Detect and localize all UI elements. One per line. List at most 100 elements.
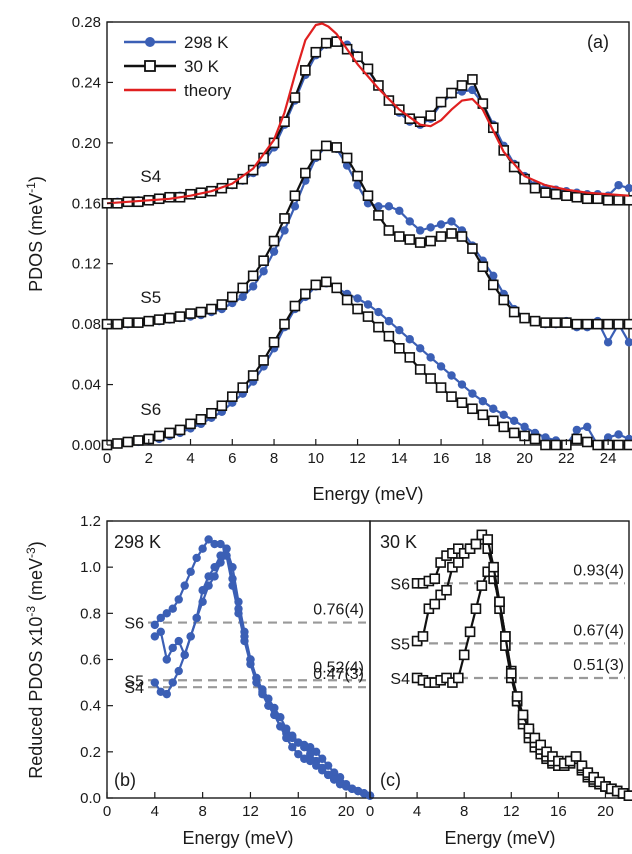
panel-b-s6-point: [329, 775, 339, 784]
panel-b-s6-point: [270, 710, 279, 720]
panel-a-s6-30-k-point: [383, 330, 395, 342]
panel-a-s6-30-k-point: [456, 397, 468, 409]
panel-a-s6-30-k-point: [581, 436, 593, 448]
panel-b-s5-point: [210, 562, 219, 572]
panel-a-s6-298-k-point: [353, 294, 362, 303]
panel-b-s6-point: [192, 553, 201, 563]
panel-a-s5-30-k-point: [112, 318, 123, 330]
panel-a-s5-30-k-point: [237, 282, 249, 294]
panel-a-ytick-label: 0.20: [72, 135, 101, 152]
panel-b-ytick-label: 1.0: [80, 559, 101, 576]
panel-a-s4-30-k-point: [540, 187, 551, 199]
panel-a-s6-298-k-point: [478, 396, 488, 406]
panel-a-s5-298-k-point: [447, 217, 456, 226]
panel-a-s5-30-k-point: [268, 235, 280, 247]
panel-a-ytick-label: 0.04: [72, 377, 101, 394]
panel-b-s4-point: [150, 678, 160, 687]
panel-a-s5-298-k-point: [238, 292, 247, 302]
panel-a-series: [101, 22, 632, 451]
legend-marker-298k: [145, 37, 155, 47]
panel-c-frame: [369, 520, 630, 799]
panel-a-s6-30-k-point: [279, 318, 290, 330]
panel-a-s4-30-k-point: [592, 193, 603, 205]
panel-a-s5-298-k-point: [416, 226, 425, 235]
panel-a-s4-298-k-point: [624, 183, 632, 193]
panel-b-s5-point: [150, 632, 160, 641]
panel-a-s4-30-k-point: [550, 188, 562, 200]
panel-c-ref-sample-s4: S4: [390, 671, 410, 688]
panel-a-s6-298-k-point: [583, 422, 592, 432]
panel-c-xlabel: Energy (meV): [444, 828, 555, 848]
panel-a-s6-30-k-point: [425, 373, 436, 384]
panel-c-s4-point: [452, 672, 464, 684]
panel-b-s5-point: [168, 643, 177, 653]
panel-a-s4-30-k-point: [446, 87, 457, 99]
panel-b-ref-sample-s6: S6: [124, 616, 144, 633]
panel-a-s6-298-k-point: [395, 325, 404, 335]
panel-a-s6-298-k-point: [426, 353, 435, 362]
panel-a-s4-30-k-point: [425, 110, 436, 121]
panel-a-s4-30-k-point: [456, 80, 468, 91]
panel-c-s6-point: [505, 668, 517, 679]
panel-a-s4-298-k-point: [614, 180, 623, 190]
panel-a-s5-30-k-point: [143, 315, 155, 327]
panel-a-s5-298-k-point: [405, 217, 414, 226]
panel-b-ref-value-s6: 0.76(4): [313, 602, 364, 619]
panel-a-s6-30-k-point: [226, 391, 238, 402]
panel-a-s5-30-k-point: [561, 317, 572, 328]
legend-label-298k: 298 K: [184, 33, 229, 52]
panel-a-xtick-label: 8: [270, 450, 278, 467]
panel-a-s5-30-k-line: [107, 144, 629, 326]
panel-c-s5-point: [429, 598, 441, 610]
panel-c-s5-point: [452, 557, 464, 568]
panel-a-xtick-label: 2: [145, 450, 153, 467]
panel-b-s6-point: [228, 574, 237, 583]
panel-a-s6-30-k-point: [446, 391, 457, 402]
panel-a-s4-30-k-point: [571, 191, 583, 203]
panel-b-s4-point: [306, 743, 315, 752]
panel-a-s5-298-k-point: [374, 202, 383, 211]
panel-a-s5-30-k-point: [602, 318, 614, 330]
panel-b-s6-point: [240, 632, 249, 641]
panel-a-s6-30-k-point: [352, 303, 363, 315]
panel-a-s5-30-k-point: [446, 228, 457, 239]
panel-b-xtick-label: 4: [151, 803, 159, 820]
legend-marker-30k: [144, 60, 156, 72]
panel-a-s6-30-k-point: [373, 321, 384, 333]
panel-a-s4-30-k-point: [561, 190, 572, 202]
panel-b-xtick-label: 20: [338, 803, 355, 820]
panel-c-ref-sample-s5: S5: [390, 636, 410, 653]
panel-a-s5-30-k-point: [623, 318, 632, 330]
panel-a-s6-30-k-point: [467, 403, 478, 415]
panel-a-ytick-label: 0.00: [72, 437, 101, 454]
panel-a-s6-298-k-point: [509, 416, 519, 426]
panel-b-ytick-label: 0.6: [80, 652, 101, 669]
panel-a-s5-30-k-point: [352, 170, 363, 182]
panel-a-s6-298-k-point: [468, 389, 477, 398]
panel-a-s6-30-k-point: [122, 436, 134, 448]
panel-a-s6-298-k-point: [416, 344, 425, 353]
panel-a-s5-30-k-point: [300, 167, 311, 179]
panel-c-s4-point: [476, 580, 488, 591]
panel-c-ticks: 0 4 8 12 16 20: [366, 792, 614, 820]
panel-b-s5-point: [216, 551, 225, 560]
panel-a-s6-30-k-point: [174, 424, 186, 436]
panel-a-sample-s6: S6: [140, 400, 161, 419]
panel-a-s6-298-k-point: [436, 362, 446, 371]
panel-a-s6-30-k-point: [498, 421, 510, 433]
panel-b-s5-point: [162, 655, 171, 664]
panel-a-s5-30-k-point: [581, 318, 593, 330]
panel-a-s6-30-k-point: [623, 439, 632, 451]
panel-a-xtick-label: 16: [433, 450, 450, 467]
panel-a-s5-30-k-point: [341, 152, 353, 164]
panel-a-s6-30-k-point: [185, 418, 196, 430]
panel-a-s6-298-k-point: [489, 404, 498, 413]
panel-a-s5-30-k-point: [519, 312, 530, 324]
panel-a-xtick-label: 22: [558, 450, 575, 467]
panel-c-s5-point: [441, 584, 452, 596]
panel-a-s5-30-k-point: [394, 231, 405, 242]
panel-a-s6-30-k-point: [540, 439, 551, 451]
panel-a-s6-30-k-point: [247, 370, 259, 381]
panel-c-s6-point: [511, 691, 523, 702]
panel-b-ytick-label: 0.0: [80, 790, 101, 807]
